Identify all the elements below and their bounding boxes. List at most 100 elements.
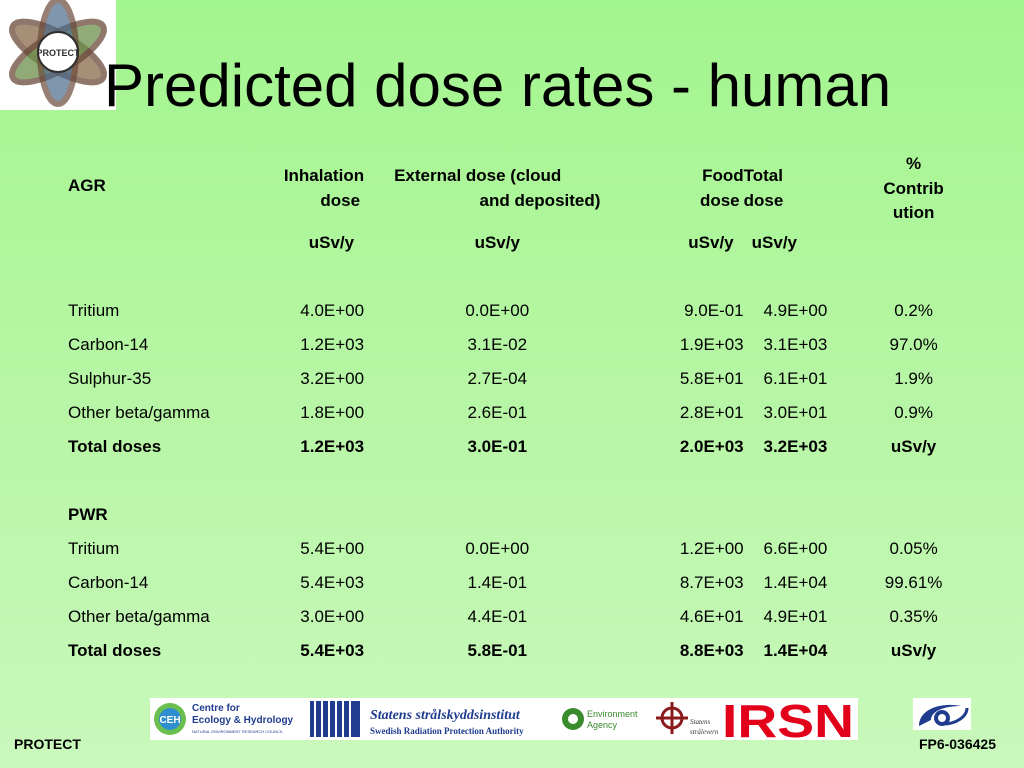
section-label-agr: AGR <box>60 152 248 226</box>
unit-cell <box>847 226 980 260</box>
dose-value: 1.9E+03 <box>679 334 744 354</box>
dose-value: uSv/y <box>890 640 937 660</box>
header-line: Contrib <box>883 178 944 198</box>
dose-value: 2.6E-01 <box>467 402 528 422</box>
dose-value: 5.4E+00 <box>300 538 365 558</box>
protect-atom-logo-icon: PROTECT <box>0 0 116 110</box>
ceh-line2: Ecology & Hydrology <box>192 715 294 726</box>
row-label: Tritium <box>68 538 120 558</box>
dose-value: 1.2E+00 <box>679 538 744 558</box>
column-header: Inhalation dose <box>248 152 364 226</box>
dose-value: 3.1E-02 <box>467 334 528 354</box>
dose-value: 0.35% <box>889 606 938 626</box>
dose-value: 9.0E-01 <box>684 300 744 320</box>
ea-line2: Agency <box>587 720 618 730</box>
pwr-table-row: Other beta/gamma 3.0E+00 4.4E-01 4.6E+01 4.9… <box>60 600 980 634</box>
empty-cell <box>364 498 630 532</box>
row-label: Carbon-14 <box>68 334 149 354</box>
dose-value: uSv/y <box>890 436 937 456</box>
agr-table-row: Carbon-14 1.2E+03 3.1E-02 1.9E+03 3.1E+03 97.… <box>60 328 980 362</box>
dose-value: 1.4E-01 <box>467 572 528 592</box>
dose-value: 2.8E+01 <box>679 402 744 422</box>
ssi-stripes-icon <box>310 701 360 737</box>
pwr-table-row: Tritium 5.4E+00 0.0E+00 1.2E+00 6.6E+00 0.05% <box>60 532 980 566</box>
dose-value: 0.0E+00 <box>465 538 530 558</box>
irsn-text: IRSN <box>722 698 854 740</box>
row-label: Sulphur-35 <box>68 368 152 388</box>
header-line: dose <box>743 190 784 210</box>
ceh-line3: NATURAL ENVIRONMENT RESEARCH COUNCIL <box>192 729 284 734</box>
ec-fp6-icon <box>913 698 971 730</box>
dose-value: 6.1E+01 <box>763 368 828 388</box>
header-line: Food <box>702 166 744 186</box>
dose-value: 1.4E+04 <box>763 572 828 592</box>
ssm-line1: Statens <box>690 718 710 726</box>
spacer-row <box>60 260 980 294</box>
unit-cell: uSv/y <box>474 232 520 252</box>
empty-cell <box>847 498 980 532</box>
agr-table-row: Sulphur-35 3.2E+00 2.7E-04 5.8E+01 6.1E+01 1.… <box>60 362 980 396</box>
header-line: Inhalation <box>283 166 365 186</box>
dose-value: 0.9% <box>894 402 933 422</box>
dose-value: 3.1E+03 <box>763 334 828 354</box>
page-title: Predicted dose rates - human <box>104 52 892 119</box>
column-header: % Contrib ution <box>847 152 980 226</box>
header-line: % <box>906 154 922 173</box>
dose-value: 1.2E+03 <box>300 334 365 354</box>
header-line: External dose (cloud <box>394 166 562 186</box>
dose-value: 97.0% <box>889 334 938 354</box>
ceh-line1: Centre for <box>192 703 240 714</box>
dose-value: 4.9E+00 <box>763 300 828 320</box>
dose-value: 3.0E+00 <box>300 606 365 626</box>
dose-value: 3.2E+00 <box>300 368 365 388</box>
dose-value: 4.0E+00 <box>300 300 365 320</box>
header-line: Total <box>743 166 783 186</box>
units-row: uSv/y uSv/y uSv/y uSv/y <box>60 226 980 260</box>
column-header: External dose (cloud and deposited) <box>364 152 630 226</box>
protect-logo: PROTECT <box>0 0 116 110</box>
ea-line1: Environment <box>587 709 638 719</box>
dose-value: 5.4E+03 <box>300 640 365 660</box>
footer-grant-number: FP6-036425 <box>918 736 996 752</box>
dose-value: 5.4E+03 <box>300 572 365 592</box>
header-line: dose <box>699 190 740 210</box>
partner-logo-strip: CEH Centre for Ecology & Hydrology NATUR… <box>150 698 858 740</box>
row-label: Tritium <box>68 300 120 320</box>
header-line: and deposited) <box>479 190 601 210</box>
empty-cell <box>248 498 364 532</box>
header-line: dose <box>320 190 361 210</box>
dose-value: 2.7E-04 <box>467 368 528 388</box>
dose-table: AGR Inhalation dose External dose (cloud and… <box>60 152 980 668</box>
ssi-logo: Statens strålskyddsinstitut Swedish Radi… <box>370 708 524 736</box>
row-label: Carbon-14 <box>68 572 149 592</box>
dose-value: 4.9E+01 <box>763 606 828 626</box>
ceh-logo: CEH Centre for Ecology & Hydrology NATUR… <box>154 703 294 735</box>
dose-value: 0.05% <box>889 538 938 558</box>
column-header: Total dose <box>744 152 848 226</box>
dose-value: 1.2E+03 <box>300 436 365 456</box>
header-line: AGR <box>68 175 106 195</box>
dose-value: 3.0E-01 <box>467 436 528 456</box>
spacer-row <box>60 464 980 498</box>
dose-value: 3.2E+03 <box>763 436 828 456</box>
footer-project-name: PROTECT <box>14 736 81 752</box>
dose-value: 5.8E+01 <box>679 368 744 388</box>
statens-stralevern-logo: Statens strålevern <box>656 702 719 736</box>
dose-value: 1.8E+00 <box>300 402 365 422</box>
pwr-table-row: Carbon-14 5.4E+03 1.4E-01 8.7E+03 1.4E+04 99.… <box>60 566 980 600</box>
dose-value: 99.61% <box>884 572 943 592</box>
empty-cell <box>744 498 848 532</box>
unit-cell <box>60 226 248 260</box>
dose-value: 8.7E+03 <box>679 572 744 592</box>
ssi-line2: Swedish Radiation Protection Authority <box>370 726 524 736</box>
pwr-section-row: PWR <box>60 498 980 532</box>
unit-cell: uSv/y <box>688 232 734 252</box>
section-label-pwr: PWR <box>68 504 108 524</box>
dose-value: 0.2% <box>894 300 933 320</box>
dose-value: 4.6E+01 <box>679 606 744 626</box>
row-label: Total doses <box>68 640 162 660</box>
empty-cell <box>630 498 743 532</box>
dose-value: 8.8E+03 <box>679 640 744 660</box>
row-label: Total doses <box>68 436 162 456</box>
row-label: Other beta/gamma <box>68 402 210 422</box>
